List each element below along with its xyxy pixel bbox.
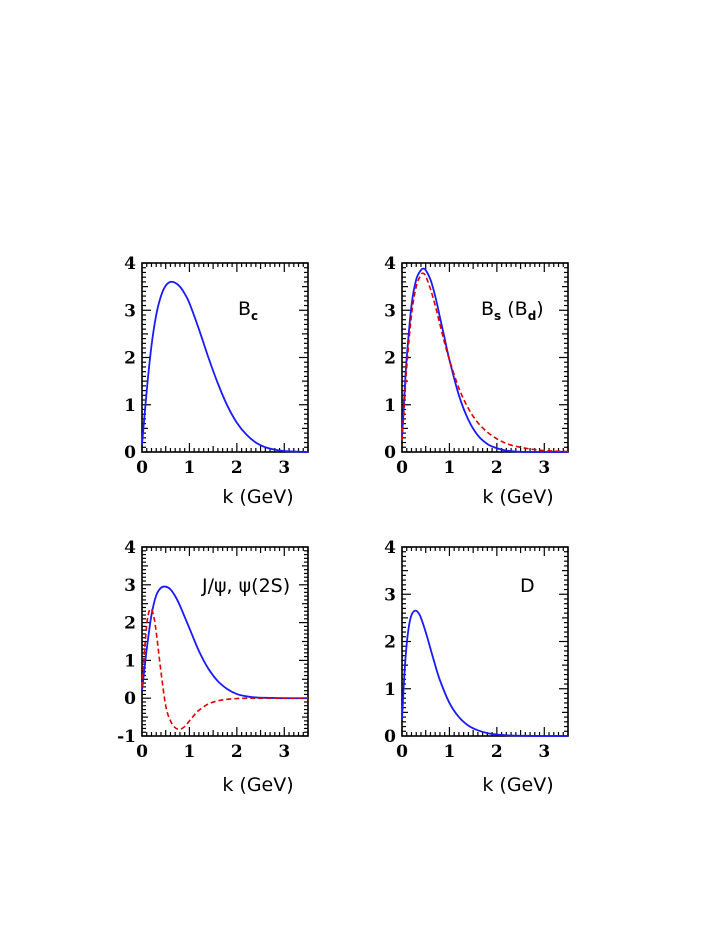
x-tick-label: 1 (184, 458, 196, 478)
x-tick-label: 3 (538, 742, 550, 762)
y-tick-label: 3 (124, 576, 136, 596)
x-tick-label: 3 (278, 458, 290, 478)
y-tick-label: 4 (124, 254, 136, 274)
x-tick-label: 2 (231, 458, 243, 478)
y-tick-label: 2 (124, 349, 136, 369)
x-axis-label: k (GeV) (222, 774, 293, 796)
x-axis-label: k (GeV) (482, 486, 553, 508)
y-tick-label: 2 (124, 614, 136, 634)
x-tick-label: 0 (396, 742, 408, 762)
panel-label-suffix: (B (501, 298, 528, 320)
plot-frame (141, 262, 309, 453)
dashed-series-line-2 (401, 272, 569, 453)
y-tick-label: 3 (124, 301, 136, 321)
x-tick-label: 0 (136, 742, 148, 762)
x-tick-label: 0 (396, 458, 408, 478)
y-tick-label: 1 (384, 680, 396, 700)
panel-label: J/ψ, ψ(2S) (201, 575, 290, 597)
x-tick-label: 2 (491, 742, 503, 762)
y-tick-label: 0 (124, 689, 136, 709)
chart-panel-2: 0 1 2 3 0 1 2 3 4 k (GeV) Bs (Bd) (384, 254, 569, 508)
solid-series-line-1 (401, 609, 569, 737)
dashed-series-line-2 (141, 608, 308, 731)
y-tick-label: 0 (384, 443, 396, 463)
x-tick-label: 0 (136, 458, 148, 478)
y-tick-label: 4 (384, 538, 396, 558)
x-tick-label: 2 (231, 742, 243, 762)
y-tick-label: 2 (384, 349, 396, 369)
y-tick-label: 0 (384, 727, 396, 747)
panel-label-subscript: s (494, 309, 501, 323)
panel-label-subscript: c (251, 309, 258, 323)
panel-label-main: D (520, 575, 535, 597)
x-axis-label: k (GeV) (222, 486, 293, 508)
panel-label-main: B (238, 298, 251, 320)
panel-label-main: J/ψ, ψ(2S) (201, 575, 290, 597)
panel-label: Bc (238, 298, 258, 323)
x-tick-label: 3 (538, 458, 550, 478)
x-tick-label: 1 (444, 458, 456, 478)
panel-label: Bs (Bd) (481, 298, 544, 323)
x-axis-label: k (GeV) (482, 774, 553, 796)
y-tick-label: 1 (124, 396, 136, 416)
x-tick-label: 1 (184, 742, 196, 762)
solid-series-line-1 (401, 267, 568, 453)
y-tick-label: 1 (384, 396, 396, 416)
solid-series-line-1 (141, 585, 309, 700)
y-tick-label: 0 (124, 443, 136, 463)
plot-frame (401, 262, 569, 453)
y-tick-label: 4 (124, 538, 136, 558)
plot-frame (401, 546, 569, 737)
x-tick-label: 2 (491, 458, 503, 478)
x-tick-label: 3 (278, 742, 290, 762)
y-tick-label: 3 (384, 585, 396, 605)
panel-label-subscript-2: d (528, 309, 537, 323)
y-tick-label: 1 (124, 651, 136, 671)
y-tick-label: -1 (117, 727, 136, 747)
y-tick-label: 3 (384, 301, 396, 321)
panel-label-suffix-2: ) (536, 298, 543, 320)
chart-panel-1: 0 1 2 3 0 1 2 3 4 k (GeV) Bc (124, 254, 309, 508)
panel-label-main: B (481, 298, 494, 320)
y-tick-label: 2 (384, 633, 396, 653)
chart-panel-4: 0 1 2 3 0 1 2 3 4 k (GeV) D (384, 538, 569, 796)
solid-series-line-1 (141, 280, 309, 453)
panel-label: D (520, 575, 535, 597)
y-tick-label: 4 (384, 254, 396, 274)
x-tick-label: 1 (444, 742, 456, 762)
